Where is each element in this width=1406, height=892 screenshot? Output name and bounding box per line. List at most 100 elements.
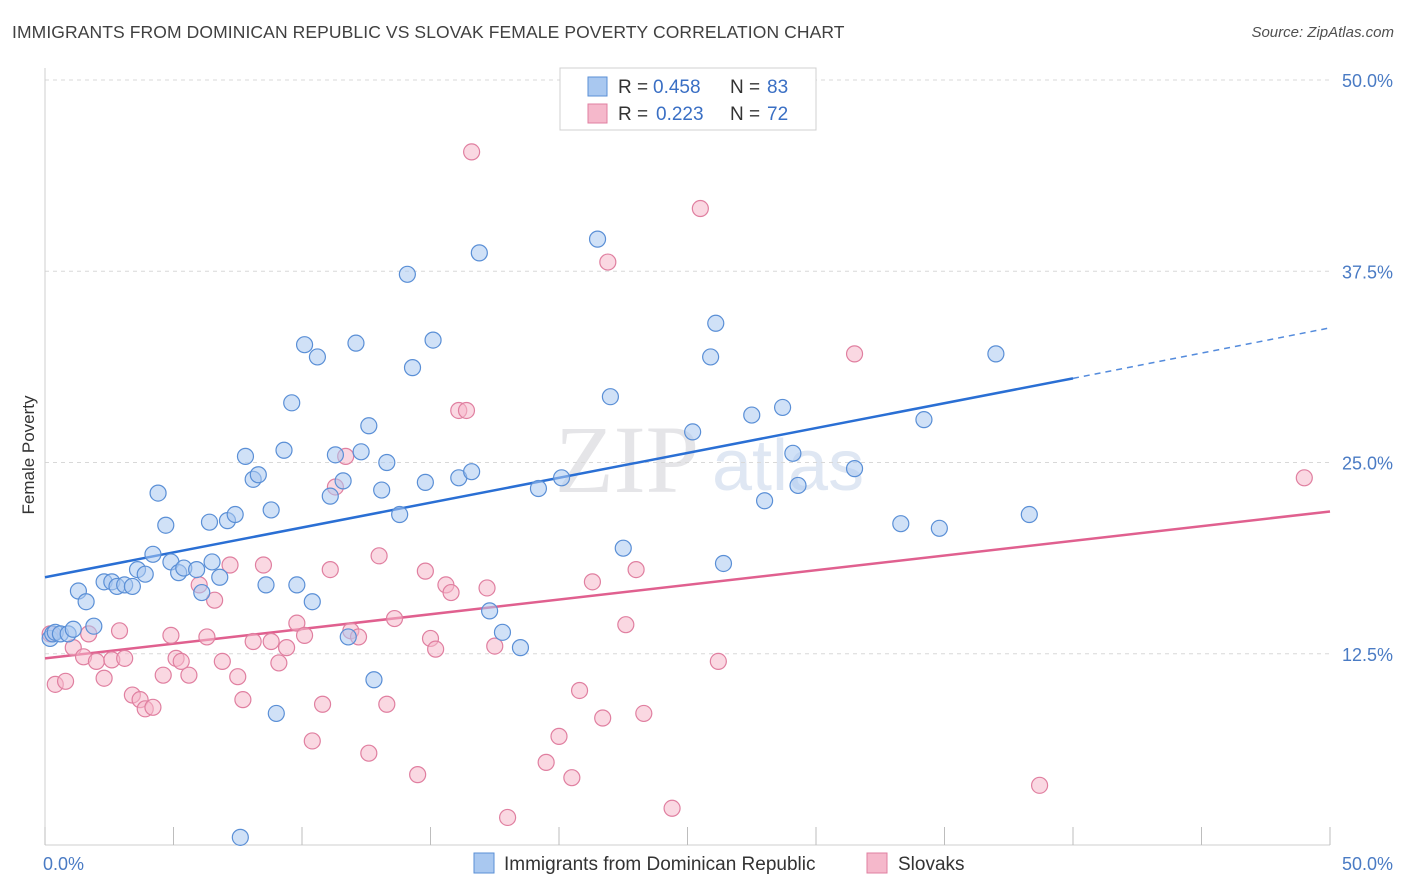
legend-swatch-blue bbox=[587, 76, 608, 97]
data-point-blue bbox=[845, 460, 864, 478]
data-point-pink bbox=[221, 556, 239, 574]
data-point-pink bbox=[427, 640, 445, 658]
data-point-pink bbox=[463, 143, 481, 161]
data-point-pink bbox=[550, 727, 568, 745]
data-point-blue bbox=[378, 453, 396, 472]
data-point-blue bbox=[144, 545, 162, 563]
data-point-blue bbox=[373, 481, 391, 499]
series-legend-swatch-pink bbox=[866, 852, 888, 874]
legend-n-value-blue: 83 bbox=[767, 77, 788, 98]
data-point-blue bbox=[424, 331, 442, 349]
data-point-pink bbox=[56, 672, 75, 690]
data-point-pink bbox=[229, 668, 247, 686]
y-tick-label: 37.5% bbox=[1342, 262, 1393, 282]
data-point-pink bbox=[478, 579, 496, 597]
trend-line-blue-extension bbox=[1072, 327, 1331, 380]
data-point-pink bbox=[499, 808, 517, 827]
data-point-pink bbox=[154, 666, 172, 684]
y-axis-title: Female Poverty bbox=[19, 395, 38, 515]
data-point-blue bbox=[308, 348, 327, 366]
data-point-blue bbox=[200, 513, 219, 531]
data-point-blue bbox=[275, 441, 293, 459]
data-point-blue bbox=[262, 501, 280, 519]
data-point-pink bbox=[180, 666, 198, 684]
trend-line-pink bbox=[44, 510, 1331, 660]
data-point-pink bbox=[254, 556, 273, 574]
data-point-blue bbox=[236, 447, 255, 465]
data-point-pink bbox=[409, 766, 427, 784]
data-point-blue bbox=[707, 314, 725, 332]
data-point-pink bbox=[563, 769, 581, 787]
data-point-blue bbox=[203, 553, 221, 571]
data-point-pink bbox=[845, 345, 864, 363]
data-point-pink bbox=[110, 622, 129, 640]
data-point-blue bbox=[463, 463, 481, 481]
data-point-blue bbox=[231, 828, 249, 846]
series-legend-swatch-blue bbox=[473, 852, 495, 874]
data-point-blue bbox=[249, 466, 267, 484]
data-point-blue bbox=[123, 577, 141, 596]
data-point-blue bbox=[283, 394, 301, 412]
data-point-pink bbox=[295, 626, 314, 644]
data-point-pink bbox=[288, 614, 306, 632]
data-point-pink bbox=[234, 691, 252, 709]
data-point-pink bbox=[486, 637, 504, 655]
data-point-pink bbox=[303, 732, 321, 750]
data-point-pink bbox=[116, 649, 134, 667]
data-point-blue bbox=[295, 336, 314, 354]
data-point-blue bbox=[493, 623, 512, 641]
data-point-pink bbox=[262, 632, 280, 651]
data-point-blue bbox=[416, 473, 434, 491]
data-point-pink bbox=[244, 632, 262, 651]
legend-r-label-blue: R = bbox=[618, 77, 648, 98]
data-point-blue bbox=[136, 565, 154, 583]
data-point-blue bbox=[226, 505, 244, 524]
data-point-blue bbox=[481, 602, 499, 620]
data-point-pink bbox=[95, 669, 113, 687]
data-point-blue bbox=[702, 348, 720, 366]
legend-n-label-blue: N = bbox=[730, 77, 760, 98]
data-point-pink bbox=[583, 573, 602, 591]
data-point-blue bbox=[365, 671, 383, 689]
data-point-blue bbox=[714, 554, 733, 573]
data-points bbox=[41, 143, 1313, 846]
data-point-pink bbox=[378, 695, 396, 713]
data-point-pink bbox=[663, 799, 681, 817]
data-point-pink bbox=[144, 698, 162, 716]
data-point-blue bbox=[157, 516, 175, 534]
data-point-pink bbox=[599, 253, 617, 271]
data-point-pink bbox=[709, 652, 727, 671]
tick-labels: 12.5% 25.0% 37.5% 50.0% 0.0% 50.0% bbox=[43, 71, 1393, 874]
data-point-blue bbox=[326, 446, 345, 464]
data-point-blue bbox=[257, 576, 275, 594]
data-point-blue bbox=[755, 492, 774, 510]
series-legend-label-blue: Immigrants from Dominican Republic bbox=[504, 854, 816, 875]
data-point-pink bbox=[594, 709, 612, 727]
data-point-blue bbox=[303, 593, 321, 611]
legend-swatch-pink bbox=[587, 103, 608, 124]
y-tick-label: 50.0% bbox=[1342, 71, 1393, 91]
data-point-blue bbox=[614, 539, 632, 557]
data-point-blue bbox=[684, 423, 702, 441]
data-point-blue bbox=[529, 479, 548, 498]
data-point-pink bbox=[313, 695, 332, 713]
data-point-pink bbox=[270, 654, 288, 672]
data-point-pink bbox=[442, 583, 460, 602]
data-point-blue bbox=[77, 593, 95, 611]
y-tick-label: 25.0% bbox=[1342, 454, 1393, 474]
data-point-blue bbox=[987, 345, 1005, 363]
data-point-blue bbox=[85, 617, 103, 635]
data-point-blue bbox=[398, 265, 416, 283]
data-point-pink bbox=[627, 560, 645, 579]
data-point-pink bbox=[457, 401, 476, 420]
chart-title: IMMIGRANTS FROM DOMINICAN REPUBLIC VS SL… bbox=[12, 22, 845, 42]
data-point-blue bbox=[347, 334, 365, 352]
data-point-pink bbox=[617, 616, 635, 634]
y-tick-label: 12.5% bbox=[1342, 645, 1393, 665]
data-point-blue bbox=[588, 230, 607, 248]
legend-r-label-pink: R = bbox=[618, 104, 648, 125]
data-point-blue bbox=[360, 417, 378, 435]
data-point-blue bbox=[470, 244, 488, 262]
data-point-blue bbox=[211, 568, 229, 586]
